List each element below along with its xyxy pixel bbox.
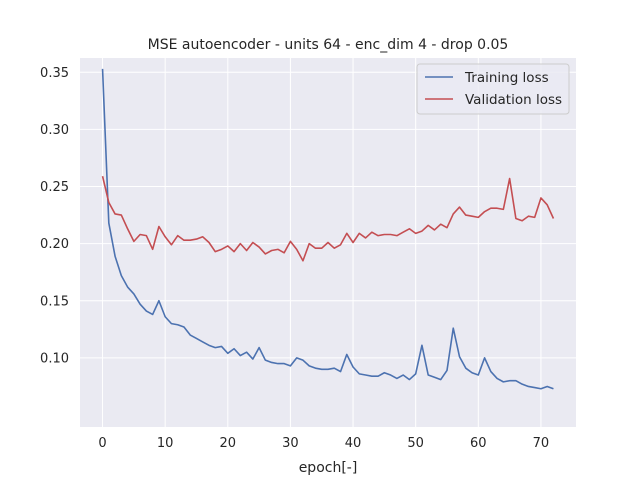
series-lines bbox=[101, 68, 555, 390]
x-tick-label: 30 bbox=[282, 436, 299, 451]
x-tick-label: 40 bbox=[345, 436, 362, 451]
x-tick-label: 70 bbox=[533, 436, 550, 451]
x-tick-label: 20 bbox=[220, 436, 237, 451]
y-tick-label: 0.30 bbox=[40, 123, 69, 138]
legend-label-training: Training loss bbox=[464, 70, 549, 86]
x-tick-label: 0 bbox=[98, 436, 106, 451]
y-tick-label: 0.15 bbox=[40, 294, 69, 309]
validation-loss-line bbox=[101, 176, 555, 262]
gridlines bbox=[80, 58, 576, 427]
legend-box bbox=[416, 63, 570, 115]
x-axis-label: epoch[-] bbox=[299, 460, 358, 476]
tick-labels: 0 10 20 30 40 50 60 70 0.10 0.15 0.20 0.25 0.30 0.35 bbox=[40, 66, 549, 451]
x-tick-label: 50 bbox=[407, 436, 424, 451]
chart-title: MSE autoencoder - units 64 - enc_dim 4 -… bbox=[148, 37, 509, 53]
y-tick-label: 0.10 bbox=[40, 351, 69, 366]
y-tick-label: 0.20 bbox=[40, 237, 69, 252]
legend: Training loss Validation loss bbox=[416, 63, 570, 115]
y-tick-label: 0.25 bbox=[40, 180, 69, 195]
x-tick-label: 10 bbox=[157, 436, 174, 451]
x-tick-label: 60 bbox=[470, 436, 487, 451]
training-loss-line bbox=[101, 68, 554, 390]
legend-label-validation: Validation loss bbox=[465, 92, 562, 108]
y-tick-label: 0.35 bbox=[40, 66, 69, 81]
